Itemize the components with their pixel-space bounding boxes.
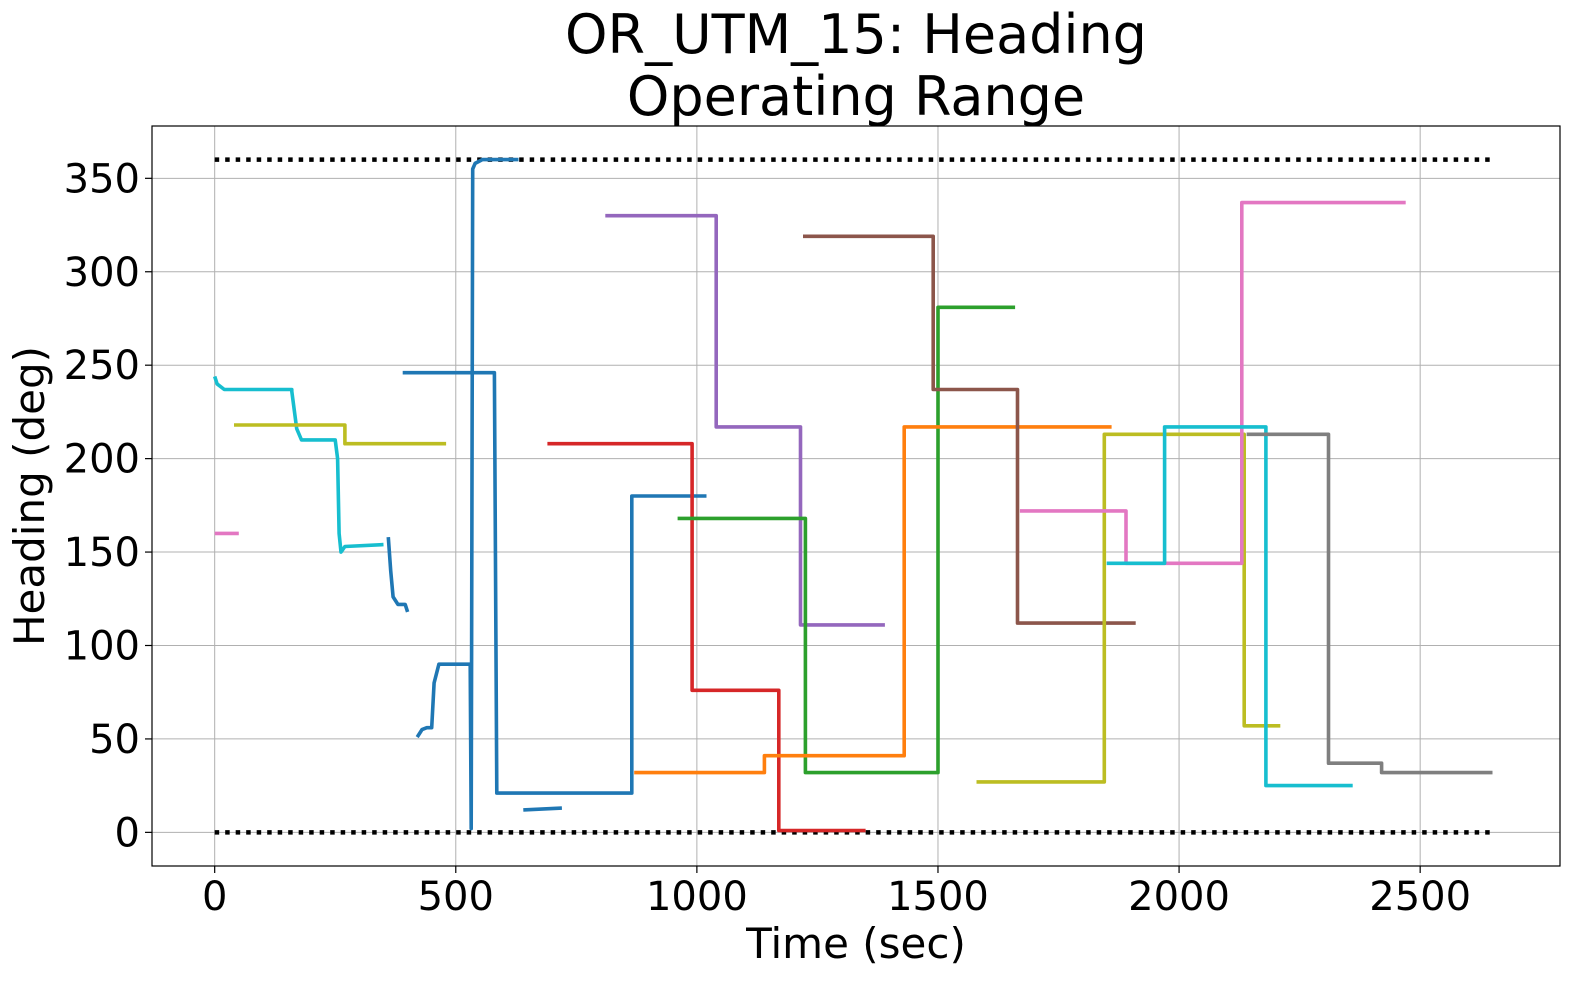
x-axis-ticks: 0 500 1000 1500 2000 2500 <box>202 866 1471 920</box>
y-tick-label: 50 <box>89 717 140 763</box>
grid <box>152 126 1560 866</box>
limit-lines <box>214 157 1493 835</box>
x-tick-label: 2000 <box>1128 874 1230 920</box>
plot-frame <box>151 125 1561 867</box>
y-tick-label: 250 <box>64 343 140 389</box>
series-line-15 <box>1019 200 1406 566</box>
y-tick-label: 300 <box>64 250 140 296</box>
series-line-10 <box>547 441 866 833</box>
series-line-11 <box>677 305 1016 775</box>
series-line-2 <box>234 423 447 446</box>
series-line-4 <box>386 536 410 613</box>
series-line-16 <box>1106 425 1353 788</box>
y-tick-label: 150 <box>64 530 140 576</box>
y-tick-label: 100 <box>64 623 140 669</box>
chart-title-line-1: OR_UTM_15: Heading <box>565 3 1147 66</box>
series-line-12 <box>634 425 1112 775</box>
x-tick-label: 1500 <box>887 874 989 920</box>
x-tick-label: 500 <box>418 874 494 920</box>
y-axis-label: Heading (deg) <box>5 346 54 646</box>
series-line-5 <box>415 662 471 739</box>
x-axis-label: Time (sec) <box>745 919 966 968</box>
y-tick-label: 200 <box>64 437 140 483</box>
x-tick-label: 1000 <box>646 874 748 920</box>
series-line-9 <box>605 213 885 627</box>
series-line-14 <box>976 432 1281 784</box>
x-tick-label: 2500 <box>1369 874 1471 920</box>
chart-title-line-2: Operating Range <box>627 65 1085 128</box>
series-line-13 <box>803 234 1136 625</box>
series-line-7 <box>402 370 707 795</box>
x-tick-label: 0 <box>202 874 227 920</box>
y-axis-ticks: 0 50 100 150 200 250 300 350 <box>64 156 152 856</box>
y-tick-label: 0 <box>115 810 140 856</box>
series-line-17 <box>1246 432 1493 775</box>
series-lines <box>212 157 1493 833</box>
y-tick-label: 350 <box>64 156 140 202</box>
series-line-8 <box>523 806 562 812</box>
series-line-1 <box>212 375 384 554</box>
series-line-6 <box>468 157 519 831</box>
